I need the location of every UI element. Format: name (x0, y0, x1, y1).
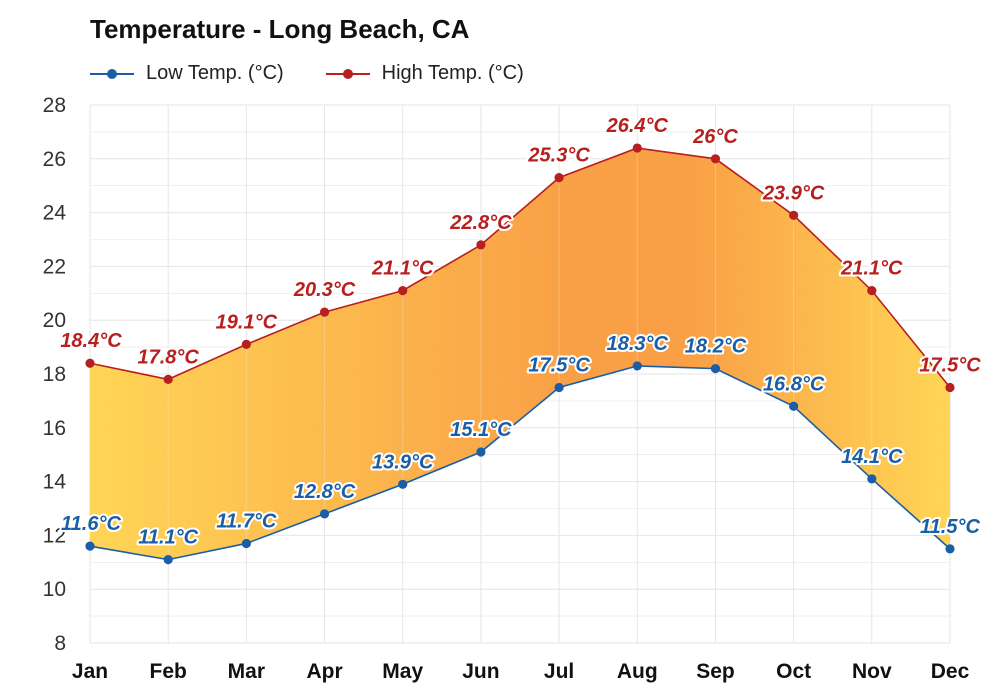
temperature-range-area (90, 148, 950, 560)
x-tick-label: Sep (696, 660, 735, 683)
y-tick-label: 8 (54, 632, 66, 655)
y-tick-label: 10 (43, 578, 66, 601)
high-data-label: 26.4°C (606, 115, 669, 137)
y-tick-label: 12 (43, 524, 66, 547)
low-data-label: 18.2°C (685, 336, 747, 358)
y-tick-label: 16 (43, 417, 66, 440)
high-data-label: 20.3°C (293, 279, 356, 301)
low-data-point (710, 364, 721, 374)
high-data-point (554, 173, 564, 183)
legend-low-label: Low Temp. (°C) (146, 62, 284, 84)
x-tick-label: Jan (72, 660, 108, 683)
low-data-point (319, 509, 330, 519)
legend-item-high[interactable]: High Temp. (°C) (324, 62, 524, 85)
high-data-label: 17.5°C (919, 354, 981, 376)
high-data-label: 17.8°C (137, 346, 199, 368)
y-tick-label: 22 (43, 255, 66, 278)
high-data-point (163, 374, 173, 384)
low-data-point (476, 447, 486, 457)
low-data-label: 12.8°C (294, 481, 356, 503)
chart-title: Temperature - Long Beach, CA (90, 14, 470, 44)
low-data-point (554, 382, 564, 393)
high-data-point (319, 307, 330, 317)
high-data-label: 23.9°C (762, 182, 825, 204)
low-data-point (85, 541, 95, 551)
high-series-marker-icon (325, 68, 370, 79)
low-data-label: 17.5°C (528, 354, 590, 376)
legend-item-low[interactable]: Low Temp. (°C) (88, 62, 284, 85)
low-data-point (867, 474, 877, 484)
high-data-label: 19.1°C (216, 311, 278, 333)
x-tick-label: Jul (544, 660, 574, 683)
high-data-point (710, 154, 721, 164)
y-tick-label: 24 (43, 202, 67, 225)
legend-high-label: High Temp. (°C) (381, 62, 524, 84)
x-tick-label: Dec (931, 660, 970, 683)
high-data-point (789, 210, 799, 220)
high-data-point (398, 286, 408, 296)
low-data-point (241, 538, 251, 549)
low-series-line (89, 365, 951, 561)
x-tick-label: Aug (617, 660, 658, 683)
low-data-label: 16.8°C (763, 373, 825, 395)
high-data-point (945, 382, 955, 393)
high-data-point (241, 339, 251, 350)
low-data-point (163, 555, 173, 565)
low-data-label: 13.9°C (372, 451, 434, 473)
x-tick-label: Oct (776, 660, 811, 683)
low-data-label: 11.1°C (138, 527, 198, 549)
high-data-label: 25.3°C (527, 145, 590, 167)
low-data-label: 15.1°C (450, 419, 512, 441)
low-data-point (789, 401, 799, 411)
x-tick-label: Feb (150, 660, 187, 683)
low-data-label: 11.5°C (920, 516, 980, 538)
y-tick-label: 14 (43, 471, 67, 494)
high-data-label: 21.1°C (840, 258, 903, 280)
low-series-marker-icon (90, 68, 134, 79)
x-tick-label: Mar (228, 660, 265, 683)
low-data-label: 11.6°C (61, 513, 121, 535)
high-data-point (85, 358, 95, 368)
high-data-label: 22.8°C (449, 212, 512, 234)
low-data-point (632, 361, 642, 371)
high-data-label: 21.1°C (371, 258, 434, 280)
low-data-point (945, 544, 955, 554)
y-tick-label: 28 (43, 94, 66, 117)
high-data-point (632, 143, 642, 153)
x-tick-label: Jun (462, 660, 499, 683)
high-data-point (867, 286, 877, 296)
low-data-point (398, 479, 408, 489)
high-data-label: 18.4°C (60, 330, 122, 352)
low-data-label: 14.1°C (841, 446, 903, 468)
low-data-label: 11.7°C (216, 510, 276, 532)
x-tick-label: Nov (852, 660, 892, 683)
y-tick-label: 20 (43, 309, 66, 332)
high-data-label: 26°C (692, 126, 738, 148)
chart-legend: Low Temp. (°C) High Temp. (°C) (88, 62, 564, 85)
y-tick-label: 26 (43, 148, 66, 171)
x-tick-label: Apr (306, 660, 342, 683)
x-tick-label: May (382, 660, 423, 683)
low-data-label: 18.3°C (607, 333, 669, 355)
high-series-line (89, 147, 951, 388)
high-data-point (476, 240, 486, 250)
y-tick-label: 18 (43, 363, 66, 386)
